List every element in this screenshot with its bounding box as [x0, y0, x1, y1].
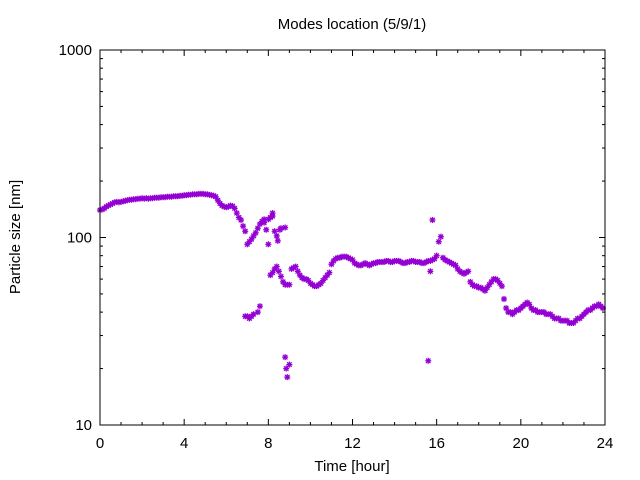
y-tick-label-2: 1000 — [59, 42, 92, 59]
data-point — [427, 268, 434, 275]
y-tick-label-0: 10 — [75, 417, 92, 434]
data-point — [273, 263, 280, 270]
x-tick-label-5: 20 — [512, 435, 529, 452]
y-tick-label-1: 100 — [67, 230, 92, 247]
data-point — [284, 374, 291, 381]
data-point — [256, 303, 263, 310]
data-point — [425, 357, 432, 364]
data-point — [237, 216, 244, 223]
data-point — [265, 241, 272, 248]
data-point — [283, 365, 290, 372]
data-point — [292, 263, 299, 270]
data-point — [286, 281, 293, 288]
data-point — [433, 252, 440, 259]
data-point — [263, 226, 270, 233]
x-tick-label-3: 12 — [344, 435, 361, 452]
x-tick-labels: 0 4 8 12 16 20 24 — [96, 435, 614, 452]
y-tick-labels: 10 100 1000 — [59, 42, 92, 434]
data-point — [282, 224, 289, 231]
data-point — [326, 269, 333, 276]
data-point — [275, 268, 282, 275]
x-tick-label-6: 24 — [597, 435, 614, 452]
x-tick-label-1: 4 — [180, 435, 188, 452]
data-point — [273, 232, 280, 239]
data-point — [240, 223, 247, 230]
data-point — [465, 268, 472, 275]
data-point — [501, 295, 507, 302]
data-point — [429, 216, 436, 223]
plot-area-border — [99, 49, 606, 426]
x-tick-label-0: 0 — [96, 435, 104, 452]
data-point — [599, 305, 606, 312]
x-axis-label: Time [hour] — [314, 458, 389, 475]
data-point — [214, 197, 221, 204]
data-point — [498, 283, 505, 290]
y-axis-label: Particle size [nm] — [7, 180, 24, 294]
data-point — [282, 354, 289, 361]
chart-title: Modes location (5/9/1) — [278, 16, 426, 33]
data-point — [242, 228, 249, 235]
x-tick-label-4: 16 — [428, 435, 445, 452]
data-point — [435, 238, 442, 245]
data-point — [254, 309, 261, 316]
data-point — [261, 219, 268, 226]
data-point — [274, 237, 281, 244]
data-points — [97, 190, 606, 381]
data-point — [277, 225, 284, 232]
data-point — [437, 233, 444, 240]
data-point — [269, 213, 276, 220]
data-point — [277, 273, 284, 280]
x-tick-label-2: 8 — [264, 435, 272, 452]
data-point — [271, 228, 278, 235]
data-point — [231, 205, 238, 212]
